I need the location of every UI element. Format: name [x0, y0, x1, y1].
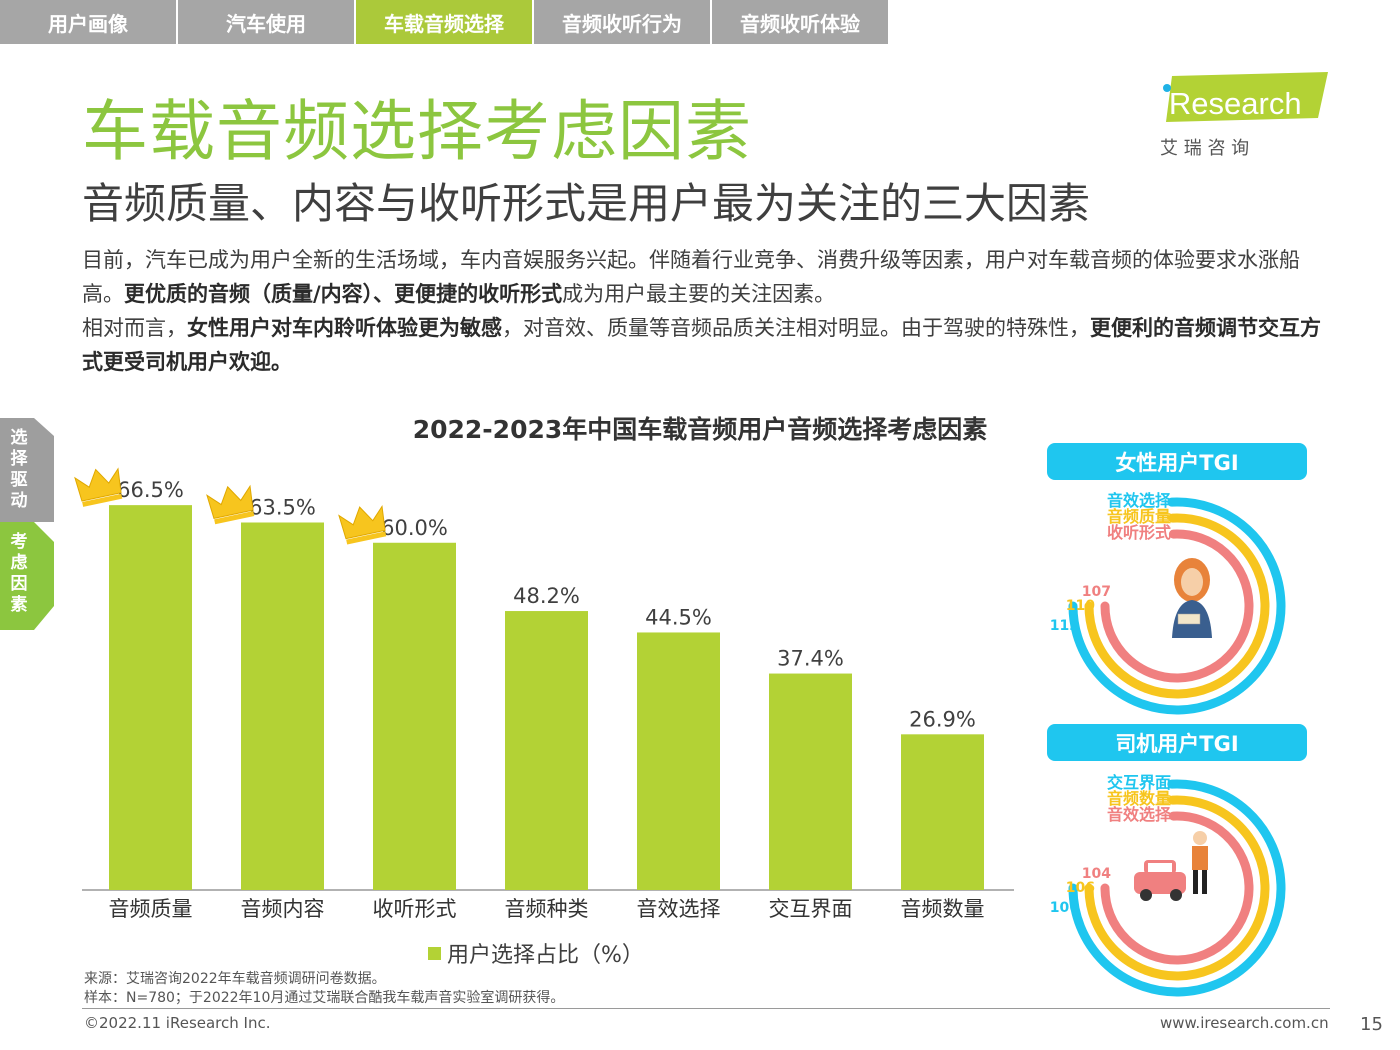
female-tgi-rings: 音效选择 112 音频质量 110 收听形式 107	[1050, 491, 1286, 715]
chart-legend: 用户选择占比（%）	[428, 937, 644, 969]
footer-copyright: ©2022.11 iResearch Inc.	[84, 1014, 271, 1032]
tgi-value: 104	[1082, 866, 1111, 882]
p2-text: 相对而言，	[82, 316, 187, 340]
tgi-value: 112	[1050, 618, 1079, 634]
intro-paragraph-1: 目前，汽车已成为用户全新的生活场域，车内音娱服务兴起。伴随着行业竞争、消费升级等…	[82, 243, 1327, 311]
tgi-ring-2	[1100, 529, 1254, 683]
tgi-value: 106	[1066, 880, 1095, 896]
tab-audio-listening-experience[interactable]: 音频收听体验	[712, 0, 888, 44]
side-tab-1-label: 选择驱动	[10, 428, 28, 511]
woman-illustration-icon	[1172, 558, 1212, 638]
x-tick-label: 音频质量	[109, 897, 193, 920]
side-tab-consideration-factors[interactable]: 考虑因素	[0, 522, 54, 630]
page-subtitle: 音频质量、内容与收听形式是用户最为关注的三大因素	[82, 179, 1091, 228]
bar-2	[373, 542, 456, 890]
car-driver-illustration-icon	[1134, 831, 1208, 901]
tab-car-usage[interactable]: 汽车使用	[178, 0, 354, 44]
source-line: 来源：艾瑞咨询2022年车载音频调研问卷数据。	[84, 971, 386, 987]
x-tick-label: 音频种类	[505, 897, 589, 920]
intro-paragraph-2: 相对而言，女性用户对车内聆听体验更为敏感，对音效、质量等音频品质关注相对明显。由…	[82, 311, 1327, 379]
footer-url[interactable]: www.iresearch.com.cn	[1160, 1014, 1329, 1032]
side-tab-2-label: 考虑因素	[10, 532, 28, 615]
logo-subtext: 艾 瑞 咨 询	[1160, 138, 1249, 159]
legend-swatch	[428, 946, 441, 960]
tgi-ring-label: 音频数量	[1107, 789, 1171, 808]
bar-value-label: 26.9%	[909, 707, 976, 731]
x-tick-label: 音效选择	[637, 897, 721, 920]
p1-bold: 更优质的音频（质量/内容）、更便捷的收听形式	[124, 282, 563, 306]
bar-1	[241, 522, 324, 890]
legend-label: 用户选择占比（%）	[447, 943, 644, 968]
bar-6	[901, 734, 984, 890]
bar-value-label: 66.5%	[117, 478, 184, 502]
tgi-value: 110	[1066, 598, 1095, 614]
bar-value-label: 37.4%	[777, 647, 844, 671]
iresearch-logo: iResearch 艾 瑞 咨 询	[1158, 72, 1330, 162]
page-number: 15	[1360, 1014, 1383, 1035]
side-tab-selection-drivers[interactable]: 选择驱动	[0, 418, 54, 522]
tab-user-profile[interactable]: 用户画像	[0, 0, 176, 44]
tgi-ring-label: 音频质量	[1107, 507, 1171, 526]
bar-value-label: 48.2%	[513, 584, 580, 608]
x-tick-label: 音频内容	[241, 897, 325, 920]
tgi-ring-1	[1084, 795, 1270, 981]
crown-icon	[338, 505, 387, 545]
svg-text:iResearch: iResearch	[1162, 86, 1302, 121]
page-title: 车载音频选择考虑因素	[82, 93, 752, 170]
tab-car-audio-choice[interactable]: 车载音频选择	[356, 0, 532, 44]
p1-text-end: 成为用户最主要的关注因素。	[562, 282, 836, 306]
x-tick-label: 音频数量	[901, 897, 985, 920]
tgi-ring-0	[1068, 497, 1286, 715]
p1-text: 目前，汽车已成为用户全新的生活场域，车内音娱服务兴起。伴随着行业竞争、消费升级等…	[82, 248, 1300, 306]
p2-bold-end: 更便利的音频调节交互方式更受司机用户欢迎。	[82, 316, 1321, 374]
x-tick-label: 收听形式	[373, 897, 457, 920]
bar-0	[109, 505, 192, 890]
driver-tgi-header: 司机用户TGI	[1047, 724, 1307, 761]
bar-value-label: 63.5%	[249, 495, 316, 519]
footer-divider	[82, 1008, 1330, 1009]
bar-3	[505, 611, 588, 890]
source-note: 来源：艾瑞咨询2022年车载音频调研问卷数据。 样本：N=780；于2022年1…	[84, 970, 564, 1008]
p2-bold: 女性用户对车内聆听体验更为敏感	[187, 316, 502, 340]
crown-icon	[206, 484, 255, 525]
sample-line: 样本：N=780；于2022年10月通过艾瑞联合酷我车载声音实验室调研获得。	[84, 990, 565, 1006]
tgi-ring-2	[1100, 811, 1254, 965]
tgi-value: 107	[1082, 584, 1111, 600]
tgi-ring-label: 交互界面	[1107, 773, 1171, 792]
crown-icon	[74, 467, 123, 507]
tab-audio-listening-behavior[interactable]: 音频收听行为	[534, 0, 710, 44]
bar-chart: 66.5% 音频质量 63.5% 音频内容 60.0% 收听形式 48.2% 音频种类 44.5…	[74, 467, 1014, 920]
x-tick-label: 交互界面	[769, 897, 853, 920]
tgi-ring-label: 音效选择	[1107, 805, 1172, 824]
top-nav-tabs: 用户画像 汽车使用 车载音频选择 音频收听行为 音频收听体验	[0, 0, 890, 44]
bar-value-label: 60.0%	[381, 516, 448, 540]
bar-4	[637, 632, 720, 890]
bar-value-label: 44.5%	[645, 605, 712, 629]
tgi-ring-0	[1068, 779, 1286, 997]
tgi-value: 106	[1050, 900, 1079, 916]
tgi-ring-1	[1084, 513, 1270, 699]
bar-5	[769, 673, 852, 890]
driver-tgi-rings: 交互界面 106 音频数量 106 音效选择 104	[1050, 773, 1286, 997]
tgi-ring-label: 音效选择	[1107, 491, 1172, 510]
tgi-ring-label: 收听形式	[1107, 523, 1171, 542]
chart-title: 2022-2023年中国车载音频用户音频选择考虑因素	[412, 415, 988, 444]
p2-text-mid: ，对音效、质量等音频品质关注相对明显。由于驾驶的特殊性，	[502, 316, 1090, 340]
female-tgi-header: 女性用户TGI	[1047, 443, 1307, 480]
